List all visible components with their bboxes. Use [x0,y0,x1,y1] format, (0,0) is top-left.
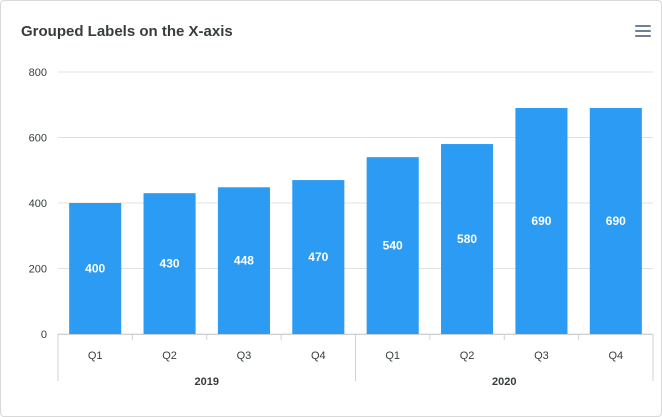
menu-line [635,35,651,37]
data-label: 540 [383,239,403,253]
data-label: 690 [531,214,551,228]
x-tick-label: Q4 [311,350,326,362]
data-label: 430 [160,257,180,271]
group-label: 2020 [492,376,516,388]
data-label: 470 [308,250,328,264]
data-label: 400 [85,262,105,276]
x-tick-label: Q3 [534,350,549,362]
data-label: 448 [234,254,254,268]
y-tick-label: 200 [29,264,47,276]
menu-line [635,25,651,27]
bar [589,108,642,335]
y-tick-label: 0 [41,329,47,341]
chart-title: Grouped Labels on the X-axis [21,23,233,40]
x-tick-label: Q2 [162,350,177,362]
bar [69,203,122,334]
x-tick-label: Q4 [608,350,623,362]
bar [366,157,419,334]
data-label: 690 [606,214,626,228]
x-tick-label: Q3 [237,350,252,362]
y-tick-label: 600 [29,133,47,145]
menu-line [635,30,651,32]
x-tick-label: Q1 [385,350,400,362]
group-label: 2019 [195,376,219,388]
hamburger-menu-icon[interactable] [635,25,651,39]
x-tick-label: Q1 [88,350,103,362]
bar [515,108,568,335]
data-label: 580 [457,232,477,246]
x-tick-label: Q2 [460,350,475,362]
y-tick-label: 400 [29,198,47,210]
bar [217,187,270,334]
y-tick-label: 800 [29,67,47,79]
bar [441,144,494,334]
bar [143,193,196,334]
bar [292,180,345,334]
